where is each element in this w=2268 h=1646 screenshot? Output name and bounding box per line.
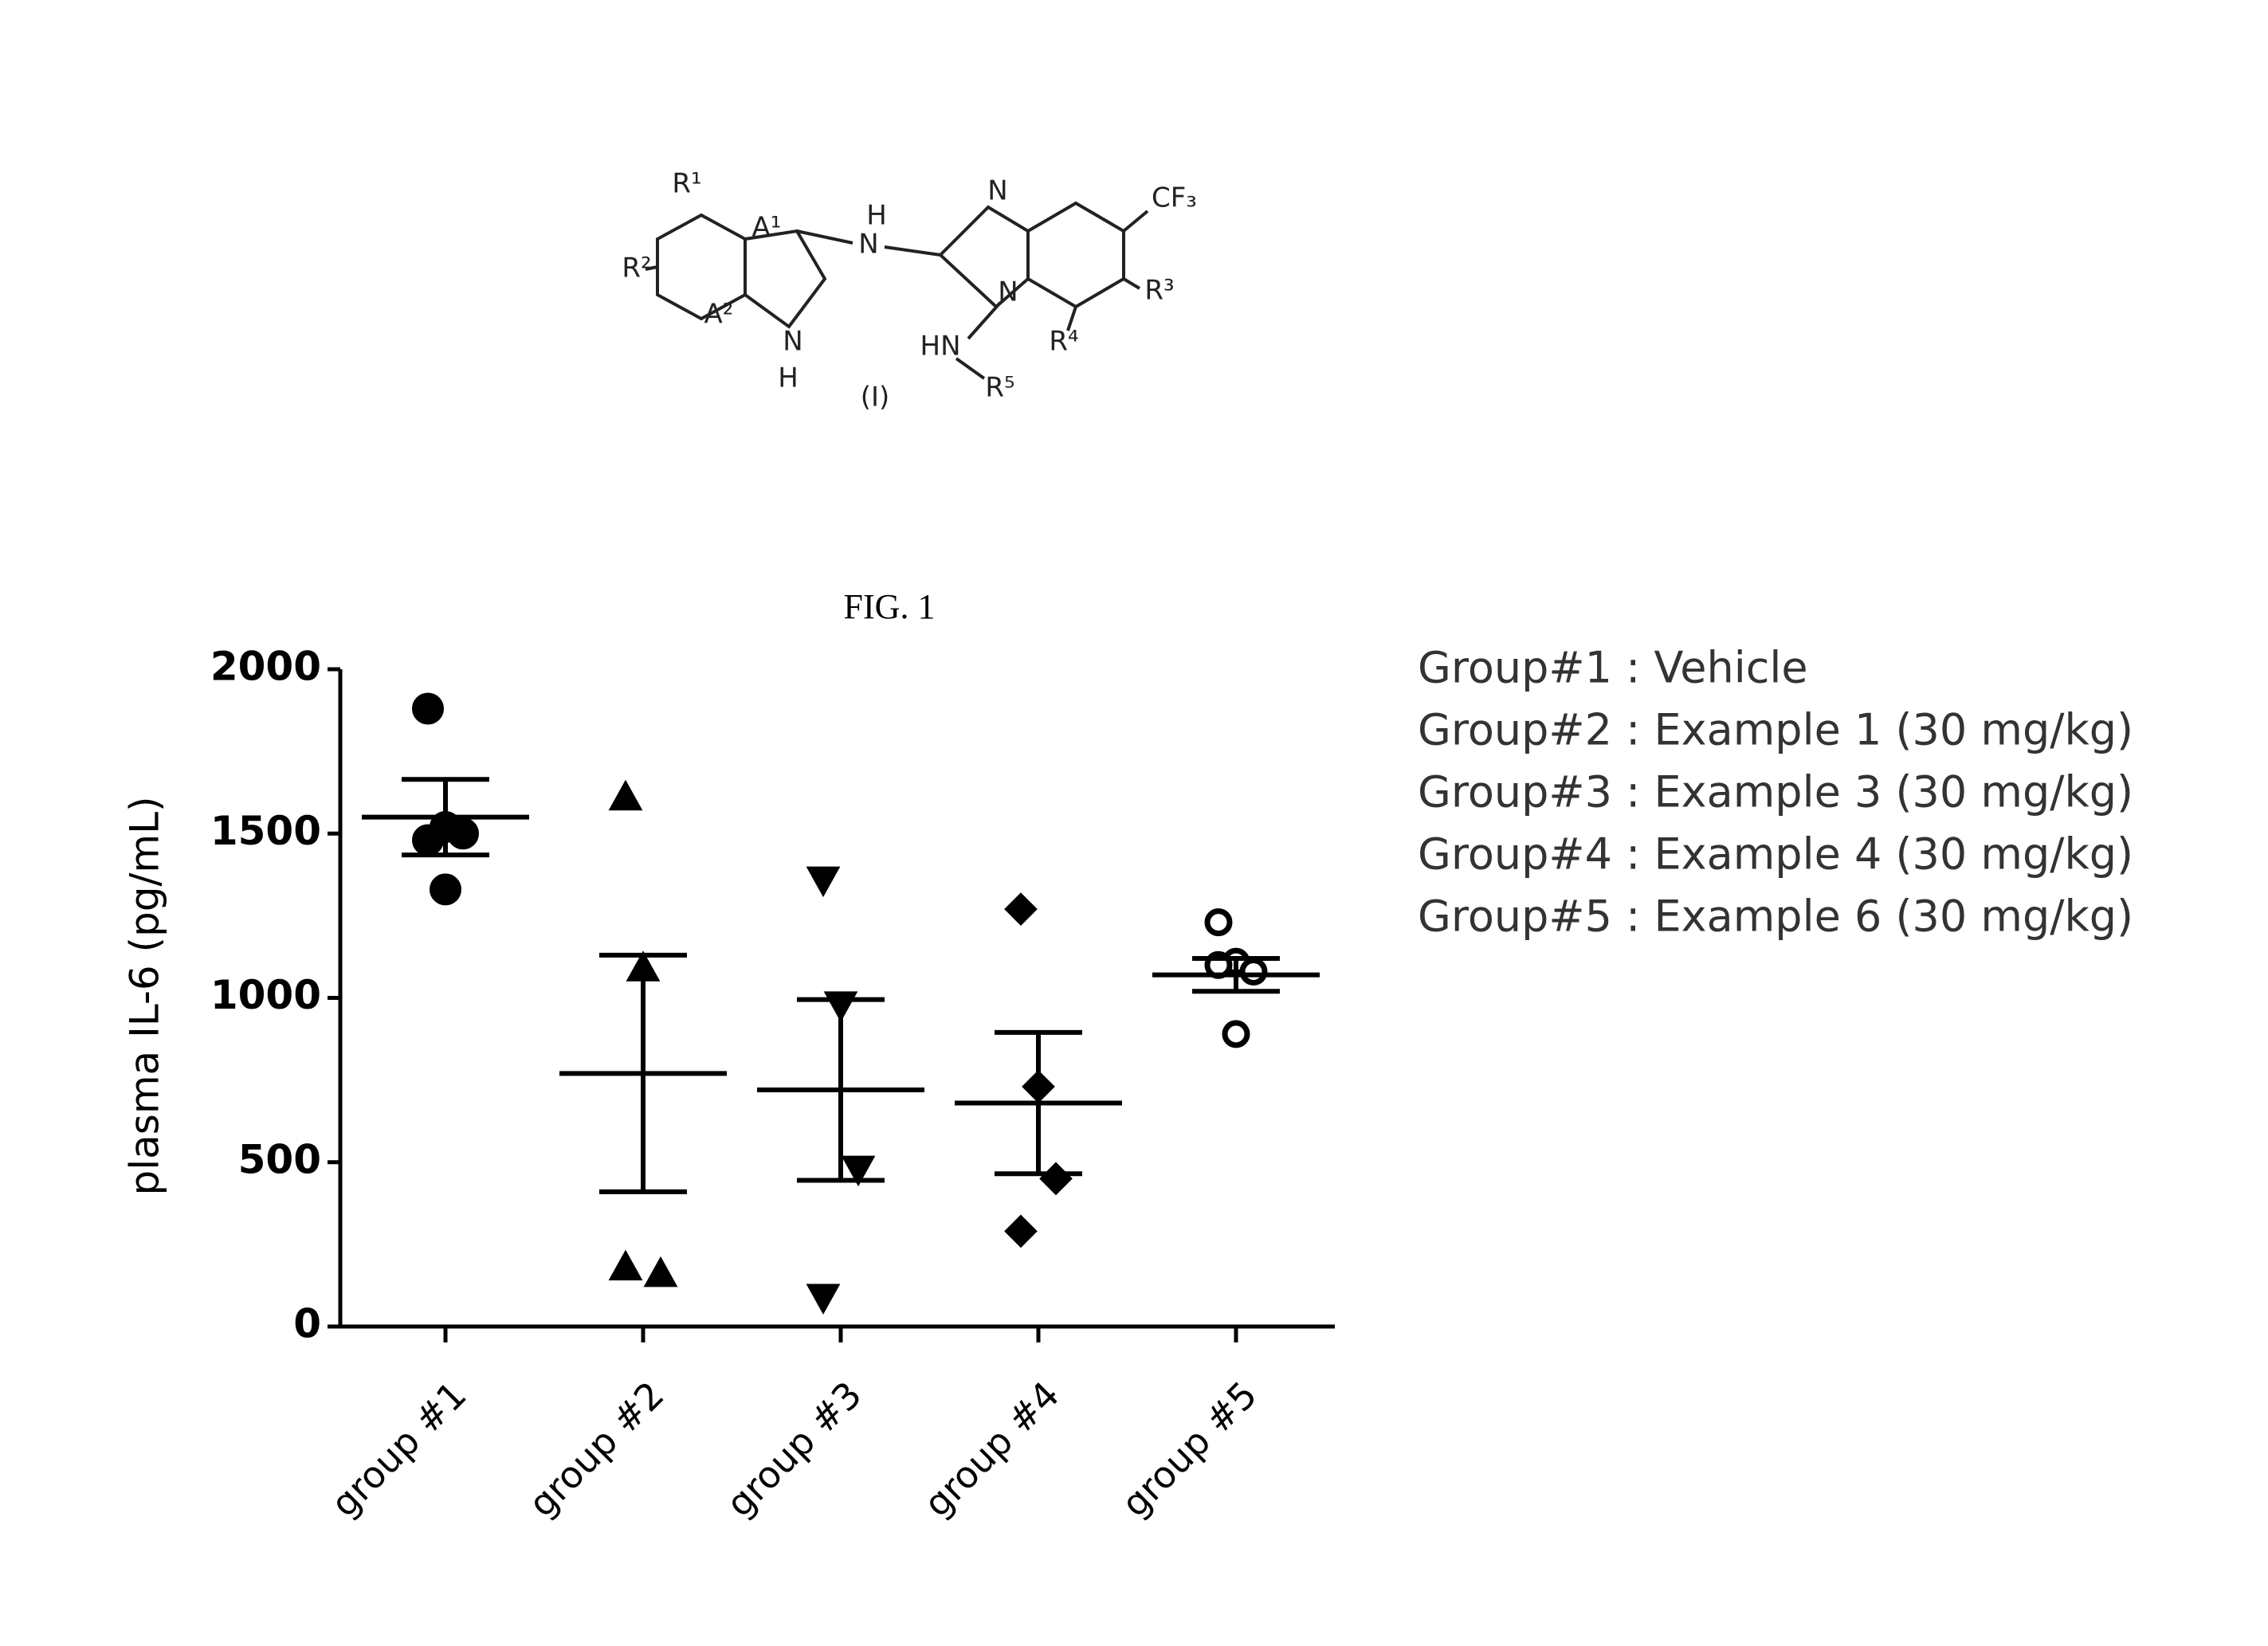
structure-label: N <box>998 276 1018 308</box>
legend-entry: Group#5 : Example 6 (30 mg/kg) <box>1418 892 2133 942</box>
ring <box>1026 201 1125 309</box>
data-point <box>643 1256 678 1287</box>
data-point <box>841 1155 876 1187</box>
y-tick-label: 500 <box>238 1136 321 1182</box>
x-tick-label: group #4 <box>916 1373 1068 1525</box>
bond <box>1066 306 1077 331</box>
structure-label: (I) <box>861 382 890 413</box>
data-point <box>1004 892 1038 926</box>
y-tick-label: 1000 <box>210 972 321 1018</box>
bond <box>645 265 658 271</box>
data-point <box>1204 908 1233 937</box>
data-point <box>608 1249 643 1281</box>
data-point <box>806 866 841 898</box>
data-point <box>1039 1162 1073 1196</box>
data-point <box>1222 1020 1250 1048</box>
structure-label: CF₃ <box>1152 182 1197 214</box>
bond <box>796 229 853 245</box>
structure-label: A² <box>704 299 734 331</box>
structure-label: N <box>858 229 878 261</box>
data-point <box>430 873 461 906</box>
data-point <box>447 817 479 850</box>
data-point <box>1239 958 1268 986</box>
data-point <box>806 1283 841 1315</box>
structure-label: R² <box>622 253 651 284</box>
structure-label: R⁵ <box>985 372 1014 404</box>
y-tick-label: 0 <box>293 1301 321 1347</box>
bond <box>1122 277 1141 290</box>
structure-label: H <box>778 363 799 394</box>
structure-label: R¹ <box>672 168 701 200</box>
legend-entry: Group#2 : Example 1 (30 mg/kg) <box>1418 705 2133 755</box>
structure-label: H <box>866 200 887 232</box>
x-tick-label: group #1 <box>323 1373 475 1525</box>
structure-label: A¹ <box>752 212 782 244</box>
structure-label: N <box>987 175 1007 207</box>
data-point <box>412 824 444 856</box>
structure-label: R⁴ <box>1049 326 1078 358</box>
legend-entry: Group#1 : Vehicle <box>1418 643 1808 693</box>
bond <box>884 245 941 257</box>
ring <box>744 229 827 329</box>
x-tick-label: group #5 <box>1113 1373 1265 1525</box>
y-tick-label: 1500 <box>210 808 321 854</box>
structure-label: R³ <box>1144 275 1174 307</box>
legend-entry: Group#4 : Example 4 (30 mg/kg) <box>1418 829 2133 880</box>
structure-label: HN <box>920 331 961 363</box>
legend-entry: Group#3 : Example 3 (30 mg/kg) <box>1418 767 2133 817</box>
y-tick-label: 2000 <box>210 644 321 690</box>
bond <box>967 301 1002 340</box>
structure-label: N <box>783 326 802 358</box>
x-tick-label: group #2 <box>520 1373 673 1525</box>
x-tick-label: group #3 <box>718 1373 870 1525</box>
chemical-structure <box>645 201 1149 380</box>
bond <box>955 357 986 380</box>
data-point <box>412 692 444 725</box>
figure-caption: FIG. 1 <box>844 587 936 626</box>
bond <box>1122 210 1149 233</box>
data-point <box>1004 1214 1038 1248</box>
y-axis-label: plasma IL-6 (pg/mL) <box>122 797 168 1196</box>
data-point <box>608 779 643 811</box>
